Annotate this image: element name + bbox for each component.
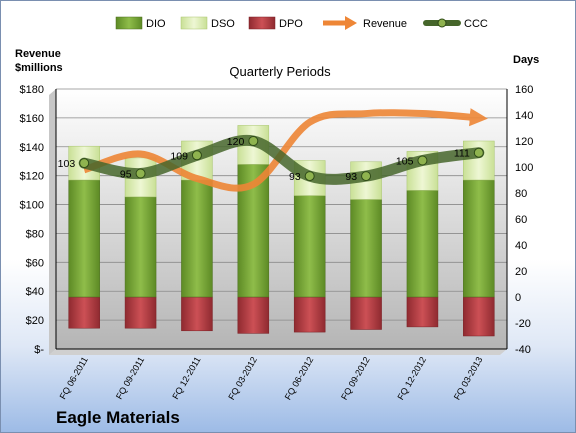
left-tick-label: $140	[20, 142, 44, 154]
left-tick-label: $-	[34, 344, 44, 356]
ccc-data-label: 103	[58, 158, 76, 170]
ccc-data-label: 93	[345, 171, 357, 183]
x-tick-label: FQ 09-2012	[339, 355, 372, 402]
dio-bar	[181, 179, 213, 298]
left-tick-label: $80	[26, 228, 44, 240]
left-axis-title-line2: $millions	[15, 62, 63, 74]
ccc-point	[135, 168, 146, 179]
dpo-bar	[463, 296, 495, 337]
left-tick-label: $40	[26, 286, 44, 298]
plot-side-wall	[49, 89, 56, 355]
plot-area: $- $20 $40 $60 $80 $100 $120 $140 $160 $180 -40 -20…	[20, 84, 534, 402]
dpo-bar	[181, 296, 213, 332]
left-tick-label: $60	[26, 257, 44, 269]
left-tick-label: $180	[20, 84, 44, 96]
ccc-point	[304, 171, 315, 182]
left-tick-label: $120	[20, 171, 44, 183]
right-tick-label: 60	[515, 214, 527, 226]
ccc-line	[78, 134, 485, 185]
x-tick-label: FQ 09-2011	[114, 355, 146, 401]
x-tick-label: FQ 12-2012	[395, 355, 428, 402]
dpo-bar	[68, 296, 100, 329]
right-tick-label: 20	[515, 266, 527, 278]
dpo-bar	[406, 296, 439, 328]
ccc-point	[473, 147, 484, 158]
chart-title: Quarterly Periods	[229, 64, 331, 79]
right-tick-label: 0	[515, 292, 521, 304]
dio-bar	[406, 190, 439, 298]
legend-label-revenue: Revenue	[363, 18, 407, 30]
legend-arrow-revenue	[345, 16, 357, 30]
legend-swatch-dso	[180, 16, 208, 30]
left-tick-label: $100	[20, 200, 44, 212]
right-tick-label: -40	[515, 344, 531, 356]
dio-bar	[68, 179, 100, 298]
left-axis-title-line1: Revenue	[15, 48, 61, 60]
x-tick-label: FQ 03-2012	[226, 355, 259, 402]
ccc-data-label: 105	[396, 156, 414, 168]
dpo-bar	[237, 296, 270, 334]
right-tick-label: 40	[515, 240, 527, 252]
x-tick-label: FQ 06-2012	[283, 355, 316, 402]
ccc-point	[361, 171, 372, 182]
legend-label-ccc: CCC	[464, 18, 488, 30]
legend-label-dpo: DPO	[279, 18, 303, 30]
plot-background	[56, 89, 507, 349]
company-name: Eagle Materials	[56, 408, 180, 427]
dio-bar	[463, 179, 495, 298]
dio-bar	[350, 199, 382, 298]
legend-point-ccc	[437, 18, 447, 28]
ccc-data-label: 95	[120, 169, 132, 181]
legend-label-dio: DIO	[146, 18, 166, 30]
ccc-point	[248, 136, 259, 146]
dio-bar	[293, 195, 326, 298]
x-tick-label: FQ 12-2011	[170, 355, 202, 401]
legend-swatch-dio	[115, 16, 143, 30]
legend-label-dso: DSO	[211, 18, 235, 30]
right-tick-label: 140	[515, 110, 533, 122]
right-tick-label: 80	[515, 188, 527, 200]
dpo-bar	[350, 296, 382, 330]
right-axis-title: Days	[513, 54, 539, 66]
plot-floor	[49, 349, 507, 355]
ccc-point	[79, 158, 90, 169]
right-tick-label: -20	[515, 318, 531, 330]
right-tick-label: 100	[515, 162, 533, 174]
dio-bar	[124, 196, 157, 298]
ccc-data-label: 93	[289, 171, 301, 183]
left-tick-label: $20	[26, 315, 44, 327]
x-tick-label: FQ 03-2013	[452, 355, 485, 402]
ccc-data-label: 109	[170, 150, 188, 162]
dpo-bar	[293, 296, 326, 333]
left-tick-label: $160	[20, 113, 44, 125]
right-tick-label: 160	[515, 84, 533, 96]
ccc-point	[191, 150, 202, 161]
ccc-data-label: 111	[454, 148, 470, 160]
x-tick-label: FQ 06-2011	[58, 355, 90, 401]
legend-swatch-dpo	[248, 16, 276, 30]
ccc-point	[417, 155, 428, 166]
right-tick-label: 120	[515, 136, 533, 148]
chart-legend: DIO DSO DPO Revenue CCC	[115, 16, 488, 30]
ccc-data-label: 120	[227, 136, 245, 148]
dpo-bar	[124, 296, 157, 329]
